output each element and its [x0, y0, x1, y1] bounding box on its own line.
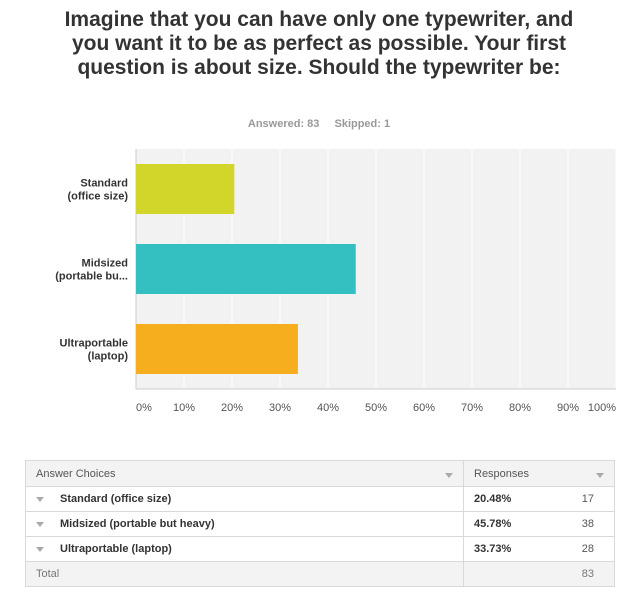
x-tick-label: 40% [317, 402, 339, 414]
bar [136, 164, 235, 214]
x-tick-label: 70% [461, 402, 483, 414]
y-category-label: Midsized [82, 258, 128, 270]
response-cell: 45.78% 38 [463, 511, 615, 537]
answered-count: Answered: 83 [247, 118, 320, 130]
expand-arrow-icon[interactable] [36, 496, 44, 502]
x-tick-label: 30% [269, 402, 291, 414]
y-category-label: (office size) [67, 191, 128, 203]
total-label: Total [25, 561, 464, 587]
table-header-row: Answer Choices Responses [25, 460, 615, 487]
y-category-label: Standard [80, 178, 128, 190]
sort-arrow-icon[interactable] [596, 472, 604, 478]
response-count: 38 [581, 518, 594, 530]
bar [136, 244, 356, 294]
x-tick-label: 10% [173, 402, 195, 414]
choice-label: Ultraportable (laptop) [60, 543, 172, 555]
sort-arrow-icon[interactable] [445, 472, 453, 478]
choice-cell: Standard (office size) [25, 486, 464, 512]
x-tick-label: 90% [557, 402, 579, 414]
response-stats: Answered: 83 Skipped: 1 [0, 118, 638, 130]
table-row: Ultraportable (laptop) 33.73% 28 [25, 536, 615, 562]
choice-label: Midsized (portable but heavy) [60, 518, 215, 530]
x-tick-label: 80% [509, 402, 531, 414]
y-category-label: Ultraportable [60, 338, 128, 350]
choice-cell: Midsized (portable but heavy) [25, 511, 464, 537]
table-row: Standard (office size) 20.48% 17 [25, 486, 615, 512]
expand-arrow-icon[interactable] [36, 546, 44, 552]
response-cell: 33.73% 28 [463, 536, 615, 562]
total-count: 83 [581, 568, 594, 580]
expand-arrow-icon[interactable] [36, 521, 44, 527]
question-title: Imagine that you can have only one typew… [64, 8, 574, 79]
x-tick-label: 0% [136, 402, 152, 414]
response-percent: 45.78% [474, 518, 512, 530]
header-answer-choices-label: Answer Choices [36, 467, 116, 480]
x-tick-label: 100% [588, 402, 616, 414]
y-category-label: (laptop) [88, 351, 129, 363]
total-row: Total 83 [25, 561, 615, 587]
response-percent: 20.48% [474, 493, 512, 505]
x-tick-label: 20% [221, 402, 243, 414]
choice-label: Standard (office size) [60, 493, 172, 505]
header-responses-label: Responses [474, 467, 530, 480]
y-category-label: (portable bu... [55, 271, 128, 283]
responses-table: Answer Choices Responses Standard (offic… [25, 460, 615, 587]
bar-chart: 0% 10% 20% 30% 40% 50% 60% 70% 80% 90% 100% Standar… [55, 149, 617, 414]
table-row: Midsized (portable but heavy) 45.78% 38 [25, 511, 615, 537]
response-cell: 20.48% 17 [463, 486, 615, 512]
response-count: 28 [581, 543, 594, 555]
response-count: 17 [581, 493, 594, 505]
header-answer-choices[interactable]: Answer Choices [25, 460, 464, 487]
x-tick-label: 50% [365, 402, 387, 414]
response-percent: 33.73% [474, 543, 512, 555]
x-tick-label: 60% [413, 402, 435, 414]
total-cell: 83 [463, 561, 615, 587]
header-responses[interactable]: Responses [463, 460, 615, 487]
choice-cell: Ultraportable (laptop) [25, 536, 464, 562]
skipped-count: Skipped: 1 [334, 118, 391, 130]
bar [136, 324, 298, 374]
